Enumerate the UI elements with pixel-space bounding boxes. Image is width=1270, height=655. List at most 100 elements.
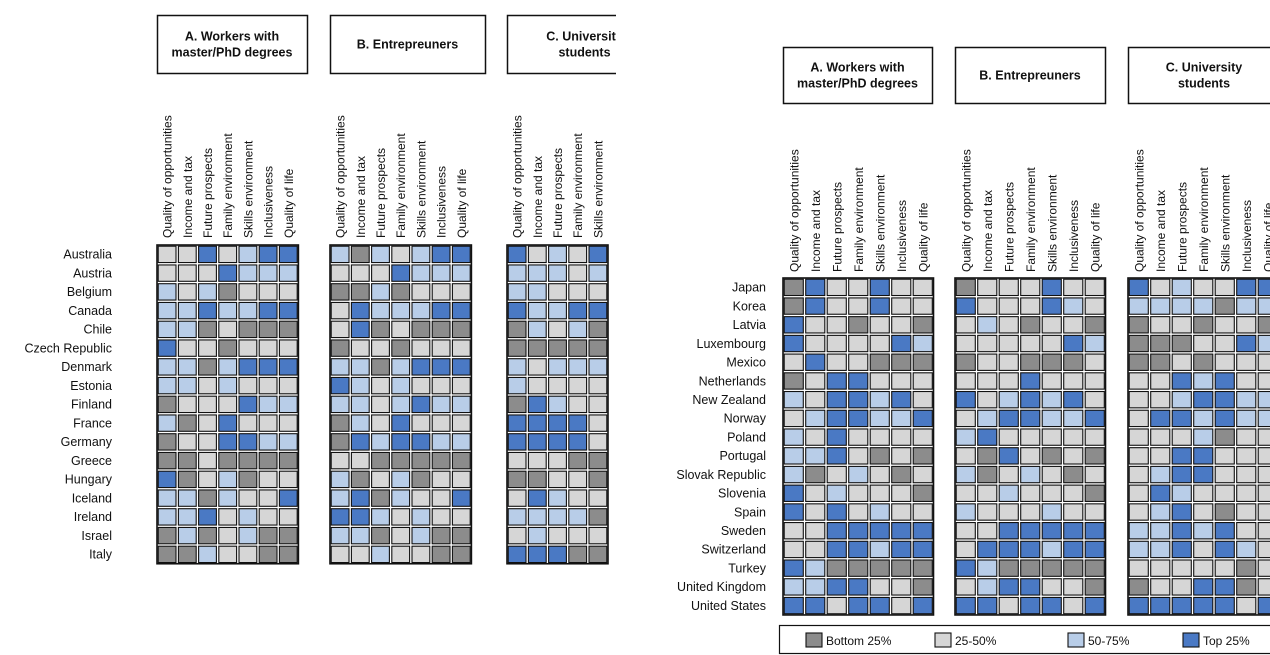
heatmap-cell xyxy=(1193,353,1214,371)
heatmap-cell xyxy=(451,376,471,395)
heatmap-cell xyxy=(826,578,847,596)
heatmap-cell xyxy=(891,596,912,615)
heatmap-cell xyxy=(805,278,826,297)
heatmap-cell xyxy=(805,316,826,334)
heatmap-cell xyxy=(568,283,588,301)
heatmap-cell xyxy=(1171,578,1192,596)
heatmap-cell xyxy=(783,372,804,390)
heatmap-cell xyxy=(977,465,998,484)
row-label: Czech Republic xyxy=(24,341,112,355)
heatmap-cell xyxy=(805,559,826,577)
heatmap-cell xyxy=(848,522,869,540)
heatmap-cell xyxy=(157,283,177,301)
heatmap-cell xyxy=(1171,596,1192,615)
heatmap-cell xyxy=(783,316,804,334)
heatmap-cell xyxy=(1214,316,1235,334)
heatmap-cell xyxy=(1084,334,1105,353)
heatmap-cell xyxy=(1236,503,1257,521)
heatmap-cell xyxy=(177,376,197,395)
heatmap-cell xyxy=(848,465,869,484)
heatmap-cell xyxy=(198,489,217,507)
heatmap-cell xyxy=(451,489,471,507)
heatmap-cell xyxy=(1257,503,1270,521)
panel-grid-frame xyxy=(329,244,473,565)
heatmap-cell xyxy=(391,433,411,451)
heatmap-cell xyxy=(955,522,976,540)
column-label: Family environment xyxy=(1197,167,1211,272)
heatmap-cell xyxy=(955,559,976,577)
heatmap-cell xyxy=(238,433,258,451)
heatmap-cell xyxy=(998,484,1019,502)
heatmap-cell xyxy=(1193,540,1214,559)
heatmap-cell xyxy=(371,526,390,545)
heatmap-cell xyxy=(1128,278,1149,297)
heatmap-cell xyxy=(568,358,588,376)
heatmap-cell xyxy=(1193,372,1214,390)
heatmap-cell xyxy=(1193,390,1214,409)
heatmap-cell xyxy=(1020,447,1041,465)
heatmap-cell xyxy=(451,451,471,470)
heatmap-cell xyxy=(350,320,370,339)
heatmap-cell xyxy=(330,264,350,282)
row-label: Denmark xyxy=(61,360,112,374)
heatmap-cell xyxy=(350,283,370,301)
heatmap-cell xyxy=(507,245,527,264)
heatmap-cell xyxy=(1020,428,1041,446)
heatmap-cell xyxy=(826,596,847,615)
heatmap-cell xyxy=(548,339,567,357)
heatmap-cell xyxy=(1063,503,1084,521)
heatmap-cell xyxy=(258,433,278,451)
row-label: Latvia xyxy=(733,318,766,332)
heatmap-cell xyxy=(451,283,471,301)
heatmap-cell xyxy=(431,376,451,395)
heatmap-cell xyxy=(588,358,608,376)
heatmap-cell xyxy=(891,297,912,315)
heatmap-cell xyxy=(411,545,431,564)
heatmap-cell xyxy=(998,297,1019,315)
heatmap-cell xyxy=(1084,316,1105,334)
heatmap-cell xyxy=(218,470,238,489)
heatmap-cell xyxy=(1236,353,1257,371)
heatmap-cell xyxy=(588,433,608,451)
heatmap-cell xyxy=(998,390,1019,409)
heatmap-cell xyxy=(1128,409,1149,428)
heatmap-cell xyxy=(1150,484,1171,502)
heatmap-cell xyxy=(955,409,976,428)
heatmap-cell xyxy=(977,353,998,371)
heatmap-cell xyxy=(258,395,278,414)
heatmap-cell xyxy=(391,301,411,320)
heatmap-cell xyxy=(371,358,390,376)
heatmap-cell xyxy=(330,301,350,320)
column-label: Inclusiveness xyxy=(435,166,449,238)
heatmap-cell xyxy=(1257,559,1270,577)
row-label: Belgium xyxy=(67,285,112,299)
heatmap-cell xyxy=(507,433,527,451)
heatmap-cell xyxy=(371,283,390,301)
heatmap-cell xyxy=(157,508,177,526)
heatmap-cell xyxy=(278,470,298,489)
heatmap-cell xyxy=(1128,297,1149,315)
heatmap-cell xyxy=(1171,428,1192,446)
heatmap-cell xyxy=(869,540,890,559)
heatmap-cell xyxy=(891,540,912,559)
heatmap-cell xyxy=(1257,334,1270,353)
heatmap-cell xyxy=(1171,559,1192,577)
heatmap-cell xyxy=(330,470,350,489)
heatmap-cell xyxy=(912,484,933,502)
column-label: Skills environment xyxy=(414,140,428,238)
heatmap-cell xyxy=(1084,297,1105,315)
heatmap-cell xyxy=(998,334,1019,353)
heatmap-cell xyxy=(371,433,390,451)
column-label: Quality of life xyxy=(1261,202,1270,272)
heatmap-cell xyxy=(391,526,411,545)
heatmap-cell xyxy=(783,559,804,577)
heatmap-cell xyxy=(848,503,869,521)
heatmap-cell xyxy=(350,395,370,414)
heatmap-cell xyxy=(826,316,847,334)
heatmap-cell xyxy=(451,414,471,432)
heatmap-cell xyxy=(869,465,890,484)
column-label: Quality of opportunities xyxy=(161,115,175,238)
heatmap-cell xyxy=(568,320,588,339)
heatmap-cell xyxy=(218,376,238,395)
